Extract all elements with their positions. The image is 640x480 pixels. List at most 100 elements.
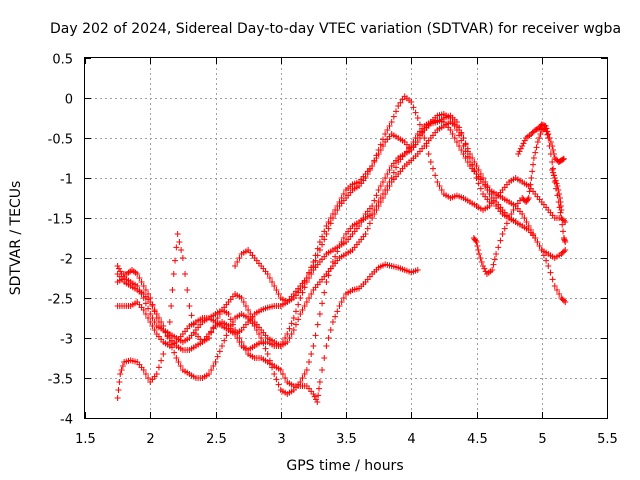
data-point: [482, 183, 489, 189]
data-point: [473, 239, 480, 245]
data-point: [473, 175, 480, 181]
data-point: [543, 125, 550, 132]
data-point: [329, 211, 336, 217]
series-track-4: [114, 93, 569, 349]
data-point: [321, 355, 328, 361]
data-point: [447, 127, 454, 133]
data-point: [560, 217, 567, 224]
data-point: [560, 228, 567, 235]
data-point: [221, 337, 228, 344]
data-point: [176, 239, 183, 245]
data-point: [414, 139, 421, 145]
data-point: [489, 267, 496, 273]
series-track-5: [114, 117, 519, 397]
x-tick-label: 1.5: [75, 432, 96, 447]
data-point: [266, 275, 273, 281]
data-point: [115, 387, 122, 393]
data-point: [556, 191, 563, 197]
data-point: [332, 207, 339, 213]
data-point: [486, 191, 493, 197]
data-point: [553, 180, 560, 187]
data-point: [558, 207, 565, 213]
data-point: [292, 308, 299, 315]
data-point: [288, 331, 295, 337]
data-point: [544, 128, 551, 135]
data-point: [162, 328, 169, 335]
data-point: [140, 307, 147, 313]
data-point: [388, 175, 395, 181]
data-point: [153, 371, 160, 377]
data-point: [118, 367, 125, 373]
data-point: [114, 263, 121, 269]
data-point: [503, 220, 510, 227]
data-point: [327, 327, 334, 333]
data-point: [214, 315, 221, 321]
data-point: [117, 371, 124, 377]
data-point: [549, 167, 556, 173]
data-point: [295, 301, 302, 308]
data-point: [338, 299, 345, 305]
data-point: [477, 255, 484, 261]
data-point: [282, 375, 289, 381]
data-point: [466, 155, 473, 161]
data-point: [528, 131, 535, 137]
data-point: [306, 359, 313, 365]
data-point: [449, 131, 456, 137]
data-point: [490, 261, 497, 268]
data-point: [216, 348, 223, 355]
data-point: [371, 207, 378, 213]
data-point: [332, 313, 339, 320]
data-point: [134, 271, 141, 277]
data-point: [530, 155, 537, 161]
data-point: [334, 308, 341, 315]
data-point: [301, 279, 308, 285]
data-point: [229, 319, 236, 325]
data-point: [526, 188, 533, 195]
data-point: [438, 187, 445, 193]
data-point: [456, 124, 463, 131]
x-tick-labels: 1.5 2 2.5 3 3.5 4 4.5 5 5.5: [75, 432, 618, 447]
x-tick-label: 2.5: [206, 432, 227, 447]
data-point: [562, 247, 569, 253]
series-track-7: [470, 125, 569, 277]
data-point: [334, 248, 341, 255]
data-point: [312, 252, 319, 259]
data-point: [310, 391, 317, 397]
x-tick-label: 5: [538, 432, 546, 447]
data-point: [399, 96, 406, 103]
y-tick-label: -1.5: [48, 213, 73, 228]
chart-title: Day 202 of 2024, Sidereal Day-to-day VTE…: [50, 21, 621, 37]
data-point: [369, 211, 376, 217]
data-point: [519, 143, 526, 149]
data-point: [519, 211, 526, 217]
data-point: [538, 121, 545, 128]
data-point: [521, 215, 528, 221]
data-point: [288, 320, 295, 327]
data-point: [521, 137, 528, 144]
data-point: [550, 147, 557, 153]
data-point: [311, 393, 318, 400]
data-point: [160, 323, 167, 329]
data-point: [303, 299, 310, 305]
data-point: [464, 159, 471, 165]
data-point: [414, 115, 421, 121]
data-point: [338, 239, 345, 245]
data-point: [414, 267, 421, 273]
data-point: [115, 265, 122, 272]
data-point: [560, 248, 567, 255]
data-point: [528, 175, 535, 181]
data-point: [242, 303, 249, 309]
data-point: [549, 159, 556, 165]
data-point: [232, 263, 239, 269]
data-point: [451, 135, 458, 141]
data-point: [142, 311, 149, 317]
data-point: [314, 245, 321, 252]
data-point: [166, 319, 173, 325]
data-point: [279, 371, 286, 377]
data-point: [425, 151, 432, 157]
data-point: [373, 192, 380, 199]
data-point: [373, 155, 380, 161]
data-point: [151, 307, 158, 313]
y-tick-label: -2.5: [48, 293, 73, 308]
data-point: [545, 263, 552, 269]
